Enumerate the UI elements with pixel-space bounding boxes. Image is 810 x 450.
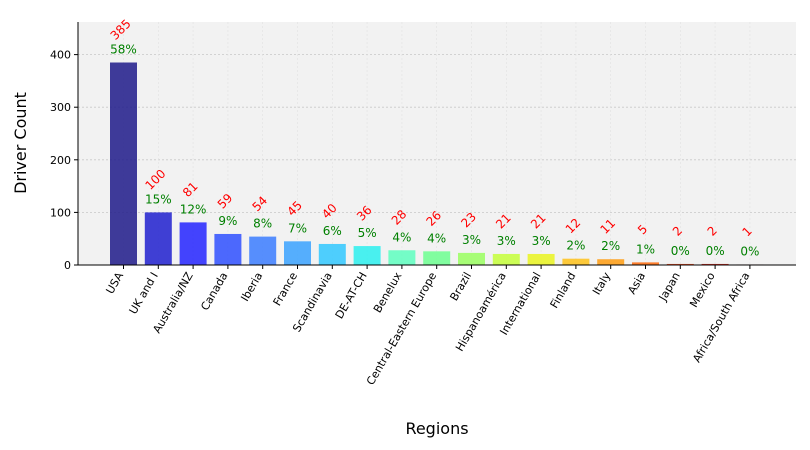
x-tick-label: France bbox=[271, 270, 301, 308]
y-axis-title: Driver Count bbox=[11, 92, 30, 194]
percent-label: 58% bbox=[110, 43, 137, 57]
bar bbox=[492, 253, 520, 265]
percent-label: 0% bbox=[740, 244, 759, 258]
percent-label: 9% bbox=[218, 214, 237, 228]
percent-label: 4% bbox=[427, 231, 446, 245]
bar bbox=[423, 251, 451, 265]
y-tick-label: 400 bbox=[50, 49, 71, 62]
bar bbox=[110, 62, 137, 265]
x-tick-label: Asia bbox=[625, 270, 648, 296]
percent-label: 2% bbox=[566, 239, 585, 253]
y-ticks: 0 100 200 300 400 bbox=[50, 49, 78, 272]
bar bbox=[353, 246, 381, 265]
x-tick-label: Italy bbox=[590, 270, 613, 298]
percent-label: 3% bbox=[497, 234, 516, 248]
x-tick-label: Finland bbox=[548, 270, 579, 311]
grid-lines bbox=[78, 22, 796, 265]
percent-label: 6% bbox=[323, 224, 342, 238]
percent-label: 7% bbox=[288, 221, 307, 235]
x-tick-label: Mexico bbox=[687, 270, 718, 310]
bar bbox=[179, 222, 207, 265]
x-tick-label: DE-AT-CH bbox=[333, 270, 370, 321]
x-tick-label: Central-Eastern Europe bbox=[364, 270, 439, 388]
bar bbox=[214, 233, 242, 265]
bar bbox=[318, 243, 346, 265]
percent-label: 3% bbox=[462, 233, 481, 247]
x-tick-label: USA bbox=[103, 270, 126, 297]
y-tick-label: 300 bbox=[50, 101, 71, 114]
y-tick-label: 0 bbox=[64, 259, 71, 272]
bar bbox=[284, 241, 311, 265]
percent-label: 4% bbox=[392, 230, 411, 244]
bar bbox=[666, 263, 694, 265]
x-tick-label: Japan bbox=[656, 270, 683, 304]
percent-label: 2% bbox=[601, 239, 620, 253]
bar bbox=[144, 212, 172, 265]
bar bbox=[458, 252, 485, 265]
percent-label: 8% bbox=[253, 217, 272, 231]
bar bbox=[562, 258, 590, 265]
bar-labels: 58%38515%10012%819%598%547%456%405%364%2… bbox=[108, 17, 760, 259]
percent-label: 5% bbox=[358, 226, 377, 240]
percent-label: 3% bbox=[532, 234, 551, 248]
bar bbox=[249, 236, 277, 265]
y-tick-label: 100 bbox=[50, 206, 71, 219]
y-tick-label: 200 bbox=[50, 154, 71, 167]
x-tick-label: UK and I bbox=[127, 270, 161, 317]
x-tick-label: Iberia bbox=[238, 270, 265, 304]
percent-label: 12% bbox=[180, 202, 207, 216]
percent-label: 1% bbox=[636, 242, 655, 256]
bar bbox=[632, 262, 659, 265]
x-tick-label: Benelux bbox=[371, 270, 405, 316]
x-tick-label: Canada bbox=[198, 270, 230, 313]
bars bbox=[110, 62, 764, 265]
percent-label: 0% bbox=[706, 244, 725, 258]
percent-label: 15% bbox=[145, 192, 172, 206]
percent-label: 0% bbox=[671, 244, 690, 258]
bar bbox=[388, 250, 416, 265]
x-axis-title: Regions bbox=[405, 419, 468, 438]
x-tick-label: Brazil bbox=[447, 270, 474, 303]
bar bbox=[597, 259, 625, 265]
bar bbox=[701, 263, 729, 265]
bar bbox=[527, 253, 555, 265]
